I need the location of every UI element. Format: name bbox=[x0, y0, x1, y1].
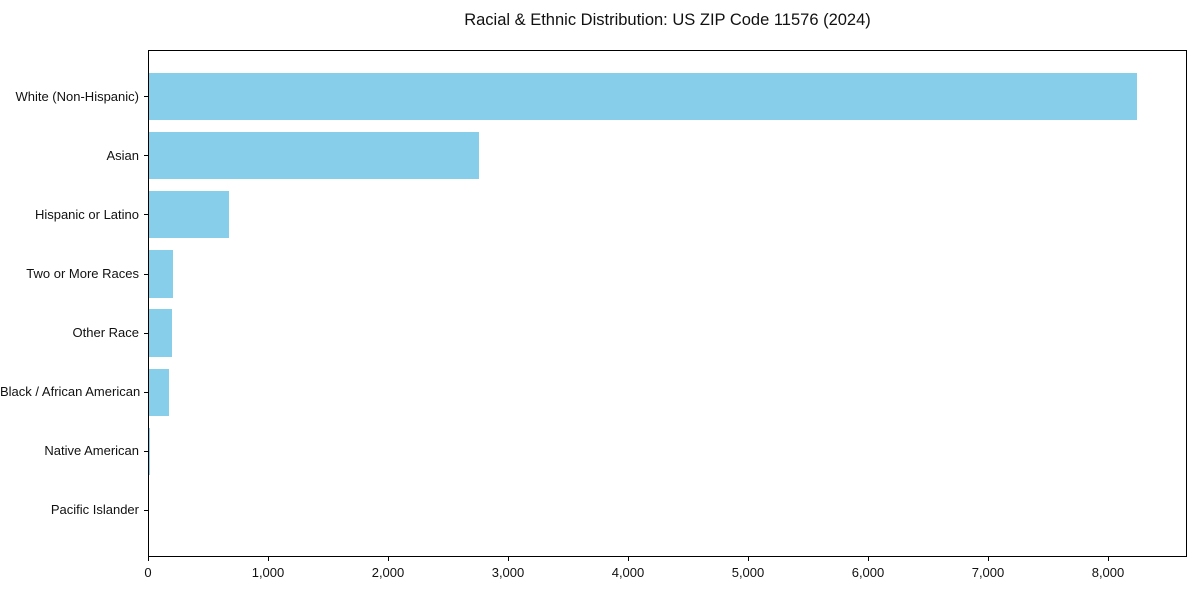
x-tick-mark bbox=[388, 557, 389, 561]
y-tick-label: Hispanic or Latino bbox=[34, 206, 139, 222]
x-tick-mark bbox=[748, 557, 749, 561]
y-tick-label: Black / African American bbox=[0, 384, 141, 400]
x-tick-mark bbox=[1108, 557, 1109, 561]
x-tick-label: 4,000 bbox=[611, 565, 645, 580]
x-tick-label: 3,000 bbox=[491, 565, 525, 580]
y-tick-label: White (Non-Hispanic) bbox=[15, 88, 139, 104]
y-tick-mark bbox=[144, 391, 148, 393]
x-tick-mark bbox=[868, 557, 869, 561]
y-tick-label: Pacific Islander bbox=[50, 502, 139, 518]
y-tick-label: Asian bbox=[106, 147, 139, 163]
x-tick-label: 7,000 bbox=[971, 565, 1005, 580]
x-tick-label: 5,000 bbox=[731, 565, 765, 580]
bar bbox=[149, 427, 150, 475]
bar bbox=[149, 191, 230, 239]
plot-area bbox=[148, 50, 1187, 557]
x-tick-label: 2,000 bbox=[371, 565, 405, 580]
bar bbox=[149, 250, 173, 298]
y-tick-mark bbox=[144, 96, 148, 98]
y-tick-label: Other Race bbox=[72, 325, 139, 340]
x-tick-label: 1,000 bbox=[251, 565, 285, 580]
y-tick-mark bbox=[144, 509, 148, 511]
bar bbox=[149, 73, 1137, 121]
y-tick-label: Native American bbox=[44, 443, 139, 459]
x-tick-mark bbox=[508, 557, 509, 561]
x-tick-mark bbox=[148, 557, 149, 561]
y-tick-mark bbox=[144, 332, 148, 334]
bar bbox=[149, 132, 479, 180]
bar bbox=[149, 309, 172, 357]
x-tick-label: 0 bbox=[144, 565, 152, 580]
y-tick-mark bbox=[144, 155, 148, 157]
y-tick-mark bbox=[144, 273, 148, 275]
x-tick-label: 8,000 bbox=[1091, 565, 1125, 580]
x-tick-mark bbox=[628, 557, 629, 561]
y-tick-mark bbox=[144, 214, 148, 216]
x-tick-mark bbox=[268, 557, 269, 561]
x-tick-mark bbox=[988, 557, 989, 561]
y-tick-mark bbox=[144, 450, 148, 452]
chart-title: Racial & Ethnic Distribution: US ZIP Cod… bbox=[464, 11, 871, 29]
bar bbox=[149, 368, 169, 416]
x-tick-label: 6,000 bbox=[851, 565, 885, 580]
y-tick-label: Two or More Races bbox=[26, 266, 139, 281]
